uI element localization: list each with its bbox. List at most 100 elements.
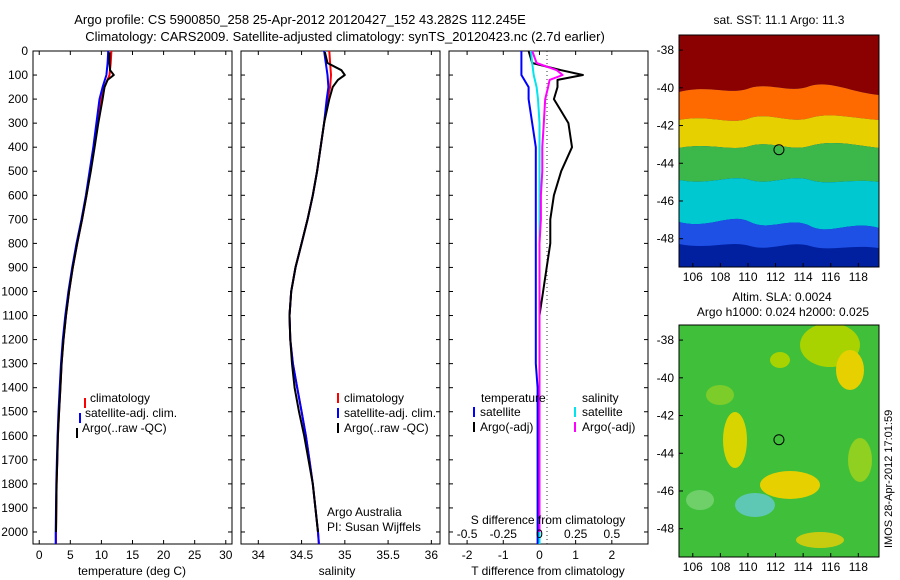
x-tick-label: 15 — [126, 548, 140, 562]
longitude-tick-label: 106 — [683, 560, 703, 574]
sst-map-title: sat. SST: 11.1 Argo: 11.3 — [714, 13, 845, 27]
x-tick-label: 20 — [157, 548, 171, 562]
salinity-x-axis: 34 34.5 35 35.5 36 — [252, 51, 439, 562]
sst-band-green — [679, 142, 879, 183]
latitude-tick-label: -42 — [657, 119, 675, 133]
legend-salinity-header: salinity — [582, 391, 619, 405]
salinity-x-label: salinity — [319, 564, 356, 578]
depth-tick-label: 0 — [21, 44, 28, 58]
legend-argo-label: Argo(..raw -QC) — [82, 421, 167, 435]
sla-map-panel: Altim. SLA: 0.0024 Argo h1000: 0.024 h20… — [657, 290, 880, 574]
latitude-tick-label: -44 — [657, 156, 675, 170]
longitude-tick-label: 114 — [794, 270, 813, 284]
depth-tick-label: 1200 — [1, 333, 28, 347]
x-tick-label: 0 — [536, 548, 543, 562]
depth-tick-label: 400 — [8, 140, 28, 154]
longitude-tick-label: 116 — [821, 270, 840, 284]
sla-map-axes: 106 108 110 112 114 116 118 -38 -40 -42 -44 -46 -48 — [657, 333, 869, 574]
depth-tick-label: 600 — [8, 188, 28, 202]
longitude-tick-label: 106 — [683, 270, 703, 284]
depth-tick-label: 1000 — [1, 284, 28, 298]
temperature-x-axis: 0 5 10 15 20 25 30 — [36, 51, 233, 562]
depth-tick-label: 200 — [8, 92, 28, 106]
latitude-tick-label: -44 — [657, 446, 675, 460]
depth-tick-label: 1100 — [2, 309, 28, 323]
temperature-legend: climatology satellite-adj. clim. Argo(..… — [76, 391, 177, 438]
longitude-tick-label: 110 — [738, 560, 757, 574]
longitude-tick-label: 116 — [821, 560, 840, 574]
latitude-tick-label: -38 — [657, 333, 675, 347]
legend-argo-label: Argo(..raw -QC) — [344, 421, 429, 435]
pi-label: PI: Susan Wijffels — [327, 520, 421, 534]
x-tick-label: 35.5 — [376, 548, 400, 562]
x-tick-label: 36 — [425, 548, 439, 562]
difference-panel: -2 -1 0 1 2 temperature salinity satellite A… — [448, 50, 649, 578]
sla-blob — [723, 412, 747, 468]
argo-position-marker — [773, 434, 785, 446]
s-difference-tick-label: 0 — [536, 527, 543, 541]
sla-blob — [686, 490, 714, 510]
x-tick-label: 30 — [219, 548, 233, 562]
difference-legend: temperature salinity satellite Argo(-adj… — [473, 391, 635, 434]
series-line — [288, 51, 346, 533]
series-line — [55, 52, 115, 533]
s-difference-tick-label: 0.5 — [603, 527, 620, 541]
sla-blob — [836, 350, 864, 390]
sla-map-title: Altim. SLA: 0.0024 — [732, 290, 832, 304]
argo-position-marker — [773, 144, 785, 156]
sla-blob — [706, 385, 734, 405]
latitude-tick-label: -40 — [657, 371, 675, 385]
longitude-tick-label: 114 — [794, 560, 813, 574]
x-tick-label: 34.5 — [290, 548, 314, 562]
latitude-tick-label: -46 — [657, 484, 675, 498]
depth-axis: 0 100 200 300 400 500 600 700 800 900 1000 1100 1200… — [1, 44, 232, 539]
legend-sal-satellite-label: satellite — [582, 405, 623, 419]
longitude-tick-label: 108 — [710, 270, 730, 284]
sst-map-axes: 106 108 110 112 114 116 118 -38 -40 -42 -44 -46 -48 — [657, 43, 869, 284]
sst-band-warmest — [679, 35, 879, 95]
s-difference-tick-label: -0.5 — [457, 527, 478, 541]
difference-series — [520, 50, 584, 544]
longitude-tick-label: 108 — [710, 560, 730, 574]
latitude-tick-label: -40 — [657, 81, 675, 95]
series-line — [531, 50, 564, 532]
x-tick-label: 2 — [608, 548, 615, 562]
sla-map-frame — [678, 324, 880, 558]
legend-temp-argo-label: Argo(-adj) — [480, 420, 533, 434]
sst-field — [679, 35, 879, 267]
sla-blob — [770, 352, 790, 368]
s-difference-label: S difference from climatology — [471, 513, 626, 527]
sla-blob — [735, 493, 775, 517]
longitude-tick-label: 112 — [766, 270, 785, 284]
longitude-tick-label: 118 — [849, 270, 868, 284]
depth-tick-label: 500 — [8, 164, 28, 178]
difference-depth-ticks — [449, 50, 648, 533]
longitude-tick-label: 112 — [766, 560, 785, 574]
depth-tick-label: 100 — [8, 68, 28, 82]
latitude-tick-label: -48 — [657, 232, 675, 246]
depth-tick-label: 1700 — [1, 453, 28, 467]
sla-blob — [796, 532, 844, 548]
depth-tick-label: 1500 — [1, 405, 28, 419]
legend-temp-satellite-label: satellite — [480, 405, 521, 419]
depth-tick-label: 300 — [8, 116, 28, 130]
sst-map-panel: sat. SST: 11.1 Argo: 11.3 106 108 110 112 11… — [657, 13, 880, 284]
figure-title-line2: Climatology: CARS2009. Satellite-adjuste… — [85, 29, 605, 44]
argo-australia-label: Argo Australia — [327, 505, 402, 519]
temperature-series — [54, 50, 115, 544]
sla-field — [679, 325, 879, 557]
x-tick-label: 1 — [572, 548, 579, 562]
salinity-difference-tick-labels: -0.5 -0.25 0 0.25 0.5 — [457, 527, 621, 541]
sst-band-cyan — [679, 178, 879, 230]
depth-tick-label: 1300 — [1, 357, 28, 371]
temperature-plot-frame — [32, 50, 233, 545]
latitude-tick-label: -48 — [657, 522, 675, 536]
longitude-tick-label: 110 — [738, 270, 757, 284]
legend-satellite-label: satellite-adj. clim. — [85, 406, 177, 420]
salinity-series — [288, 50, 346, 545]
longitude-tick-label: 118 — [849, 560, 868, 574]
depth-tick-label: 2000 — [1, 525, 28, 539]
difference-plot-frame — [448, 50, 649, 545]
s-difference-tick-label: 0.25 — [564, 527, 588, 541]
depth-tick-label: 800 — [8, 236, 28, 250]
